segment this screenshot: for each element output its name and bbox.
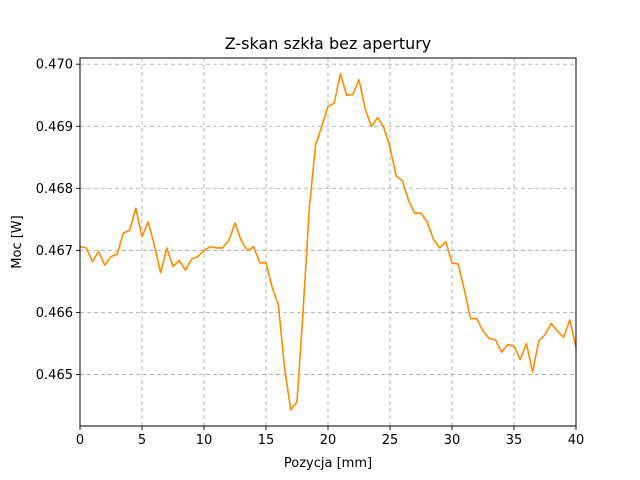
x-tick-label: 30 (444, 433, 461, 448)
x-tick-label: 40 (568, 433, 585, 448)
y-tick-label: 0.466 (36, 306, 73, 321)
x-tick-label: 5 (138, 433, 146, 448)
series-layer (79, 72, 577, 411)
x-tick-label: 10 (196, 433, 213, 448)
series-line-0 (79, 72, 577, 411)
y-tick-label: 0.470 (36, 58, 73, 73)
y-axis-title: Moc [W] (10, 215, 25, 268)
y-tick-label: 0.467 (36, 244, 73, 259)
chart-title: Z-skan szkła bez apertury (225, 34, 432, 53)
y-axis: 0.465 0.466 0.467 0.468 0.469 0.470 (36, 58, 80, 383)
x-tick-label: 0 (76, 433, 84, 448)
x-axis-title: Pozycja [mm] (284, 456, 372, 471)
y-tick-label: 0.465 (36, 368, 73, 383)
x-tick-label: 20 (320, 433, 337, 448)
x-tick-label: 15 (258, 433, 275, 448)
x-axis: 0 5 10 15 20 25 30 35 40 (76, 426, 584, 448)
grid (79, 58, 577, 426)
x-tick-label: 35 (506, 433, 523, 448)
x-tick-label: 25 (382, 433, 399, 448)
y-tick-label: 0.469 (36, 120, 73, 135)
y-tick-label: 0.468 (36, 182, 73, 197)
